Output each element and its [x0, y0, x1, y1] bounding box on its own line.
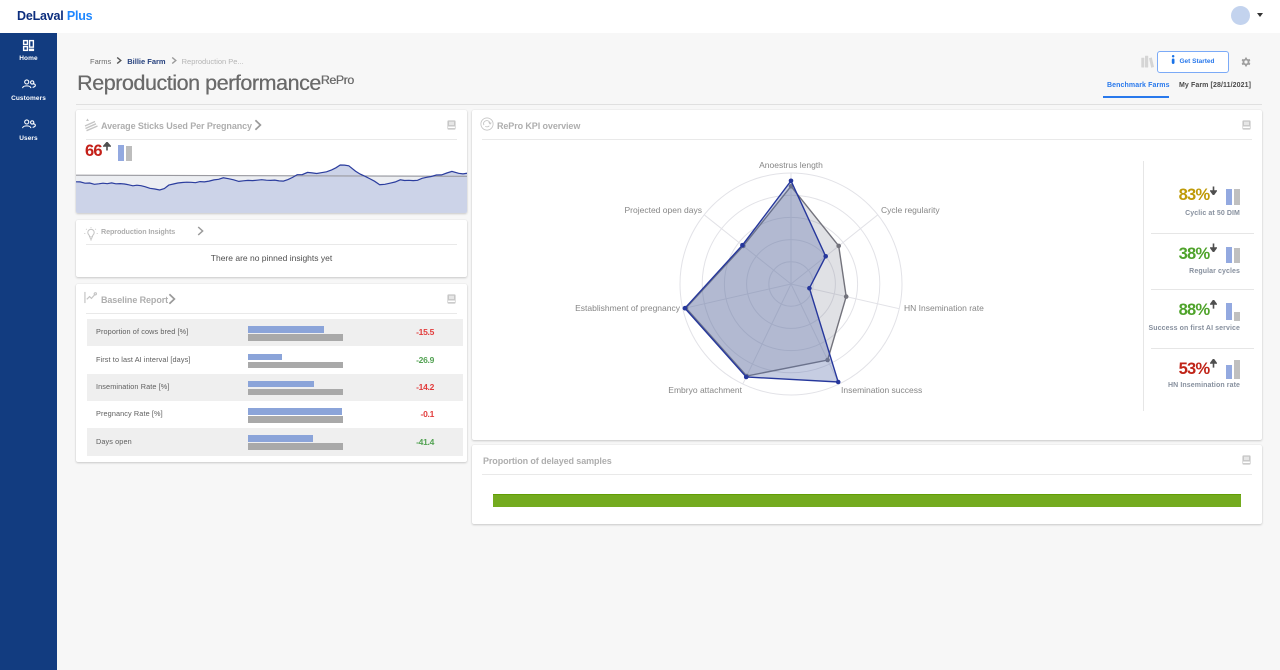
svg-text:HN Insemination rate: HN Insemination rate: [904, 303, 984, 313]
svg-text:Projected open days: Projected open days: [625, 205, 703, 215]
svg-text:Embryo attachment: Embryo attachment: [668, 385, 742, 395]
svg-text:Cycle regularity: Cycle regularity: [881, 205, 940, 215]
svg-text:Insemination success: Insemination success: [841, 385, 922, 395]
svg-text:Anoestrus length: Anoestrus length: [759, 160, 823, 170]
svg-text:Establishment of pregnancy: Establishment of pregnancy: [575, 303, 681, 313]
